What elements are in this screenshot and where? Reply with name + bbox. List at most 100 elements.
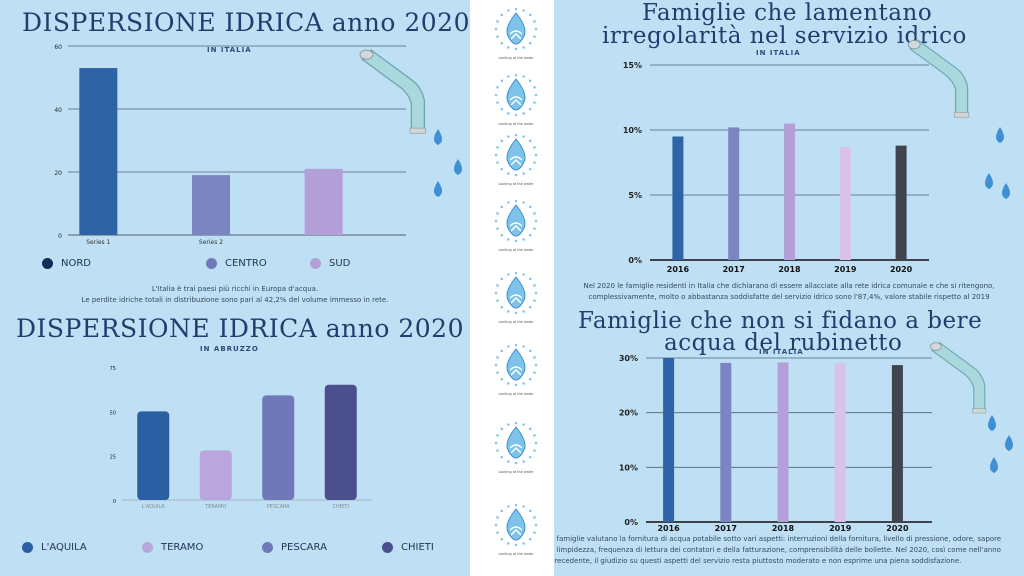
water-drop-icon (454, 159, 462, 175)
pipe-mouth (359, 49, 374, 60)
logo-badge: Looking at the water (494, 421, 538, 474)
logo-dot (500, 537, 504, 541)
logo-mark (509, 96, 523, 106)
logo-dot (528, 537, 532, 541)
logo-mark (509, 222, 523, 232)
logo-dot (528, 107, 532, 111)
y-tick-label: 75 (110, 366, 116, 372)
logo-caption: Looking at the water (498, 320, 534, 324)
bar (784, 123, 795, 260)
chart-subtitle: IN ITALIA (759, 348, 804, 356)
logo-dot (514, 73, 518, 77)
logo-dot (500, 427, 504, 431)
logo-strip: Looking at the water Looking at the water… (470, 0, 554, 576)
logo-dot (522, 505, 525, 508)
bar (672, 136, 684, 260)
note-line-1: Nel 2020 le famiglie residenti in Italia… (583, 282, 995, 290)
water-drop-icon (506, 508, 526, 541)
logo-dot (507, 345, 510, 348)
y-tick-label: 25 (110, 455, 116, 461)
logo-dot (514, 271, 518, 275)
water-drop-icon (506, 138, 526, 171)
y-tick-label: 20 (54, 170, 62, 177)
pipe-mouth (907, 39, 921, 50)
legend-label: L'AQUILA (41, 542, 87, 553)
bar-chart-abruzzo: 0 25 50 75 L'AQUILA TERAMO PESCARA CHIETI (110, 366, 372, 510)
legend-label: PESCARA (281, 542, 327, 553)
y-tick-label: 40 (54, 107, 62, 114)
x-tick-label: Series 2 (199, 239, 223, 246)
logo-dot (533, 516, 536, 519)
logo-dot (528, 277, 532, 281)
legend-swatch (206, 258, 217, 269)
x-tick-label: 2020 (890, 265, 913, 274)
x-tick-label: 2016 (667, 265, 690, 274)
bar (895, 145, 907, 260)
logo-dot (514, 503, 518, 507)
x-tick-label: 2017 (715, 524, 737, 533)
legend-swatch (262, 542, 273, 553)
y-tick-label: 10% (623, 126, 642, 135)
logo-dot (507, 273, 510, 276)
logo-dot (500, 305, 504, 309)
legend-item-laquila: L'AQUILA (22, 542, 87, 553)
legend-swatch (142, 542, 153, 553)
logo-dot (522, 135, 525, 138)
logo-dot (500, 233, 504, 237)
logo-dot (494, 363, 498, 367)
logo-dot (500, 377, 504, 381)
pipe-outlet (972, 408, 987, 414)
logo-dot (500, 41, 504, 45)
logo-badge: Looking at the water (494, 503, 538, 556)
logo-dot (534, 219, 538, 223)
legend-swatch (22, 542, 33, 553)
logo-dot (514, 133, 518, 137)
legend-item-sud: SUD (310, 258, 350, 269)
logo-dot (522, 273, 525, 276)
water-drop-icon (506, 348, 526, 381)
logo-caption: Looking at the water (498, 122, 534, 126)
logo-dot (533, 227, 536, 230)
bar-chart-irregolarita: 0% 5% 10% 15% 2016 2017 2018 2019 2020 (623, 39, 1010, 274)
logo-dot (522, 75, 525, 78)
logo-dot (496, 434, 499, 437)
water-drop-icon (434, 181, 442, 197)
y-tick-label: 0 (58, 233, 62, 240)
logo-dot (514, 47, 518, 51)
legend-label: SUD (329, 258, 351, 269)
logo-dot (507, 505, 510, 508)
logo-badge: Looking at the water (494, 7, 538, 60)
chart-subtitle: IN ABRUZZO (200, 345, 259, 353)
x-tick-label: 2019 (829, 524, 852, 533)
logo-dot (533, 161, 536, 164)
logo-dot (528, 205, 532, 209)
legend-item-pescara: PESCARA (262, 542, 327, 553)
logo-dot (514, 383, 518, 387)
logo-dot (496, 227, 499, 230)
logo-caption: Looking at the water (498, 470, 534, 474)
logo-dot (514, 239, 518, 243)
logo-caption: Looking at the water (498, 552, 534, 556)
water-drop-icon (434, 129, 442, 145)
bar (720, 362, 732, 522)
water-drop-icon (990, 457, 998, 473)
water-drop-icon (506, 204, 526, 237)
logo-dot (500, 349, 504, 353)
logo-dot (496, 35, 499, 38)
legend-item-chieti: CHIETI (382, 542, 434, 553)
logo-dot (500, 205, 504, 209)
bar (834, 362, 846, 522)
logo-mark (509, 366, 523, 376)
logo-caption: Looking at the water (498, 248, 534, 252)
logo-dot (533, 101, 536, 104)
logo-dot (507, 423, 510, 426)
logo-dot (496, 284, 499, 287)
logo-mark (509, 294, 523, 304)
logo-dot (533, 299, 536, 302)
logo-dot (533, 434, 536, 437)
water-drop-icon (506, 12, 526, 45)
y-tick-label: 0% (628, 256, 642, 265)
logo-dot (533, 212, 536, 215)
bar (663, 358, 675, 522)
chart-title-line-2: irregolarità nel servizio idrico (602, 23, 967, 49)
